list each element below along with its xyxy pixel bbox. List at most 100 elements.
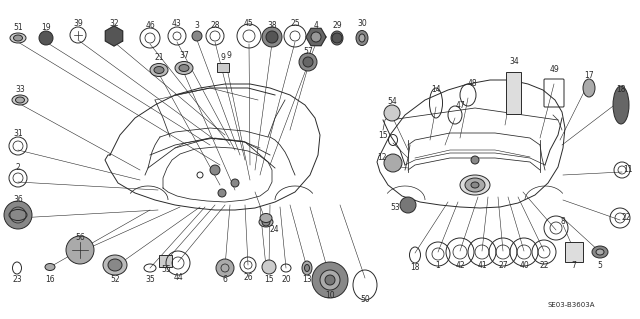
Circle shape <box>262 260 276 274</box>
Circle shape <box>384 105 400 121</box>
Text: 29: 29 <box>332 20 342 29</box>
Ellipse shape <box>302 261 312 275</box>
Text: 18: 18 <box>616 85 626 94</box>
Text: 11: 11 <box>623 166 633 174</box>
Ellipse shape <box>10 33 26 43</box>
Text: 19: 19 <box>41 23 51 32</box>
Text: 6: 6 <box>223 275 227 284</box>
Circle shape <box>266 31 278 43</box>
Ellipse shape <box>583 79 595 97</box>
Text: 50: 50 <box>360 295 370 305</box>
Text: 25: 25 <box>290 19 300 28</box>
Text: 56: 56 <box>75 233 85 241</box>
Text: 18: 18 <box>410 263 420 271</box>
Text: 51: 51 <box>13 23 23 32</box>
Ellipse shape <box>45 263 55 271</box>
Text: 14: 14 <box>431 85 441 94</box>
Circle shape <box>303 57 313 67</box>
Ellipse shape <box>259 217 273 227</box>
Circle shape <box>210 165 220 175</box>
Circle shape <box>4 201 32 229</box>
Polygon shape <box>106 26 123 46</box>
Text: 36: 36 <box>13 196 23 204</box>
Text: 57: 57 <box>303 47 313 56</box>
Ellipse shape <box>592 246 608 258</box>
Ellipse shape <box>175 62 193 75</box>
Text: 9: 9 <box>221 53 225 62</box>
Bar <box>506 72 521 114</box>
Ellipse shape <box>356 31 368 46</box>
Bar <box>159 255 172 267</box>
Text: 49: 49 <box>549 65 559 75</box>
Text: 5: 5 <box>598 261 602 270</box>
Circle shape <box>384 154 402 172</box>
Text: 12: 12 <box>377 153 387 162</box>
Circle shape <box>332 33 342 43</box>
Text: 28: 28 <box>211 20 220 29</box>
Circle shape <box>66 236 94 264</box>
Text: 45: 45 <box>244 19 254 27</box>
Text: 8: 8 <box>561 218 565 226</box>
Text: 55: 55 <box>161 265 171 275</box>
Text: 41: 41 <box>477 261 487 270</box>
Circle shape <box>262 27 282 47</box>
Ellipse shape <box>108 259 122 271</box>
Ellipse shape <box>103 255 127 275</box>
Bar <box>565 242 583 262</box>
Text: 47: 47 <box>456 100 466 109</box>
Text: 52: 52 <box>110 275 120 284</box>
Text: 44: 44 <box>173 272 183 281</box>
Ellipse shape <box>471 182 479 188</box>
Ellipse shape <box>331 31 343 45</box>
Text: 24: 24 <box>269 226 279 234</box>
Text: SE03-B3603A: SE03-B3603A <box>547 302 595 308</box>
Circle shape <box>311 32 321 42</box>
Ellipse shape <box>596 249 604 255</box>
Ellipse shape <box>460 175 490 195</box>
Ellipse shape <box>305 264 310 271</box>
Ellipse shape <box>260 213 272 222</box>
Text: 15: 15 <box>264 275 274 284</box>
Text: 15: 15 <box>378 130 388 139</box>
Text: 21: 21 <box>154 54 164 63</box>
Text: 35: 35 <box>145 276 155 285</box>
Text: 46: 46 <box>145 20 155 29</box>
Text: 7: 7 <box>572 261 577 270</box>
Ellipse shape <box>13 35 22 41</box>
Text: 10: 10 <box>325 291 335 300</box>
Circle shape <box>320 270 340 290</box>
Text: 39: 39 <box>73 19 83 28</box>
Circle shape <box>231 179 239 187</box>
Circle shape <box>218 189 226 197</box>
Text: 22: 22 <box>621 213 631 222</box>
Text: 38: 38 <box>267 20 277 29</box>
Circle shape <box>216 259 234 277</box>
Text: 53: 53 <box>390 203 400 211</box>
Text: 30: 30 <box>357 19 367 28</box>
Bar <box>217 63 229 72</box>
Circle shape <box>312 262 348 298</box>
Ellipse shape <box>12 95 28 105</box>
Text: 40: 40 <box>519 261 529 270</box>
Text: 4: 4 <box>314 20 319 29</box>
Ellipse shape <box>359 34 365 42</box>
Text: 9: 9 <box>227 50 232 60</box>
Text: 48: 48 <box>467 79 477 88</box>
Text: 43: 43 <box>172 19 182 28</box>
Ellipse shape <box>613 86 629 124</box>
Ellipse shape <box>179 64 189 71</box>
Circle shape <box>39 31 53 45</box>
Circle shape <box>262 218 270 226</box>
Text: 13: 13 <box>302 275 312 284</box>
Text: 34: 34 <box>509 57 519 66</box>
Circle shape <box>400 197 416 213</box>
Text: 27: 27 <box>498 261 508 270</box>
Text: 33: 33 <box>15 85 25 93</box>
Text: 37: 37 <box>179 51 189 61</box>
Circle shape <box>192 31 202 41</box>
Text: 17: 17 <box>584 70 594 79</box>
Text: 54: 54 <box>387 98 397 107</box>
Text: 1: 1 <box>436 262 440 271</box>
Text: 32: 32 <box>109 19 119 28</box>
Text: 22: 22 <box>540 261 548 270</box>
